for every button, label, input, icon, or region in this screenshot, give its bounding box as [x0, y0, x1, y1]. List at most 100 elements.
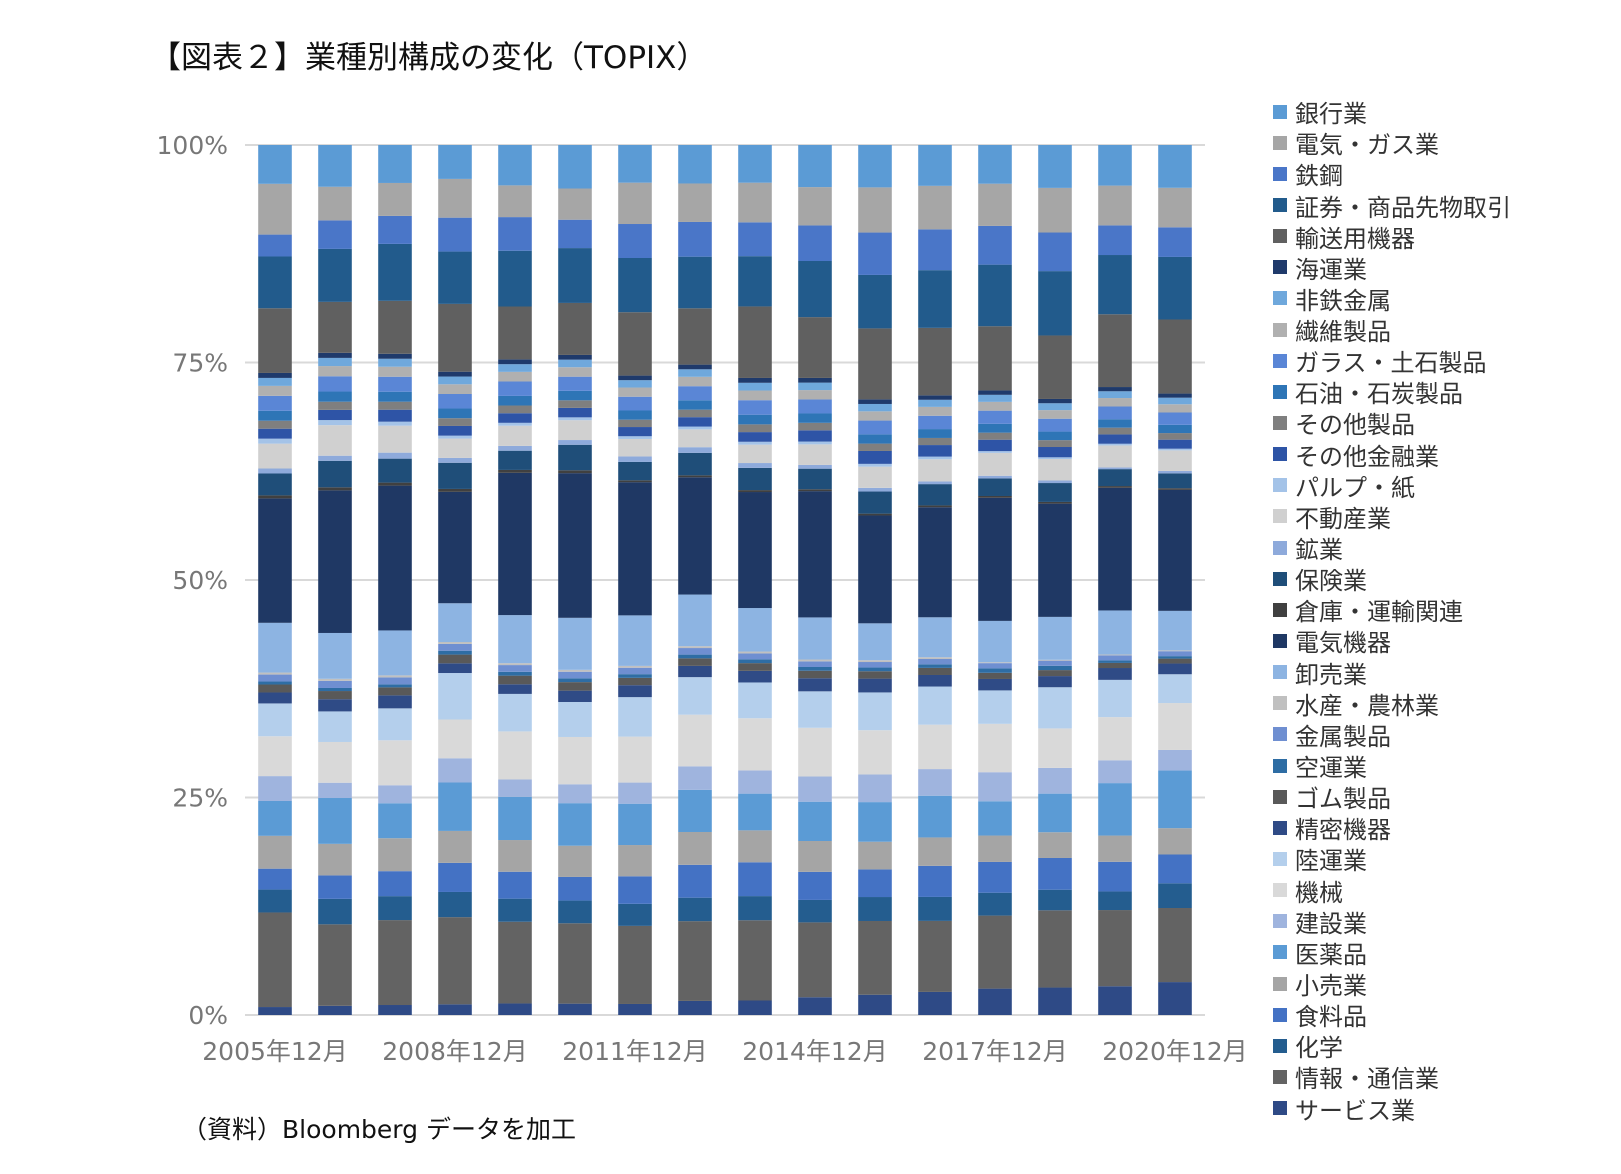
bar-segment	[978, 620, 1012, 663]
bar-segment	[258, 468, 292, 474]
bar-segment	[798, 464, 832, 469]
legend-label: 卸売業	[1295, 660, 1367, 689]
bar-segment	[1098, 469, 1132, 487]
bar-segment	[438, 654, 472, 664]
bar-segment	[1098, 783, 1132, 836]
bar-segment	[918, 724, 952, 770]
legend-item: その他製品	[1273, 407, 1613, 439]
legend-item: ガラス・土石製品	[1273, 345, 1613, 377]
bar-segment	[618, 782, 652, 804]
bar-segment	[978, 915, 1012, 989]
bar-segment	[738, 920, 772, 1001]
bar-segment	[678, 183, 712, 222]
bar-segment	[738, 441, 772, 445]
bar-segment	[258, 385, 292, 396]
bar-segment	[1158, 319, 1192, 394]
bar-segment	[1158, 770, 1192, 829]
bar-segment	[978, 410, 1012, 424]
bar-segment	[918, 617, 952, 658]
bar-segment	[618, 375, 652, 381]
legend-label: 医薬品	[1295, 940, 1367, 969]
bar-segment	[318, 843, 352, 876]
bar-segment	[258, 674, 292, 682]
legend-item: 不動産業	[1273, 501, 1613, 533]
bar-segment	[318, 220, 352, 249]
bar-segment	[258, 912, 292, 1008]
bar-segment	[1098, 610, 1132, 655]
bar-segment	[378, 482, 412, 486]
bar-stacks	[258, 145, 1192, 1015]
legend: 銀行業 電気・ガス業 鉄鋼 証券・商品先物取引 輸送用機器 海運業 非鉄金属 繊維製品 ガラス・…	[1273, 96, 1613, 1125]
bar-segment	[558, 701, 592, 737]
bar-segment	[978, 801, 1012, 836]
legend-label: ゴム製品	[1295, 785, 1391, 814]
bar-segment	[858, 491, 892, 514]
legend-swatch	[1273, 229, 1287, 244]
bar-segment	[858, 466, 892, 488]
bar-segment	[438, 917, 472, 1005]
bar-segment	[498, 371, 532, 382]
legend-swatch	[1273, 260, 1287, 275]
bar-segment	[1038, 665, 1072, 671]
bar-segment	[978, 401, 1012, 411]
bar-segment	[738, 793, 772, 831]
legend-swatch	[1273, 540, 1287, 555]
legend-swatch	[1273, 1038, 1287, 1053]
bar-segment	[438, 384, 472, 394]
bar-segment	[318, 691, 352, 700]
bar-segment	[498, 395, 532, 406]
bar-segment	[918, 445, 952, 457]
bar-segment	[918, 896, 952, 921]
legend-swatch	[1273, 571, 1287, 586]
bar-segment	[978, 183, 1012, 226]
bar-segment	[618, 436, 652, 439]
bar-segment	[978, 475, 1012, 479]
bar-segment	[258, 498, 292, 623]
bar-segment	[378, 871, 412, 897]
bar-segment	[1038, 676, 1072, 688]
bar-segment	[438, 891, 472, 918]
bar-segment	[1038, 232, 1072, 272]
bar-segment	[498, 364, 532, 372]
legend-item: 電気機器	[1273, 625, 1613, 657]
bar-segment	[618, 674, 652, 678]
bar-segment	[978, 439, 1012, 452]
legend-swatch	[1273, 104, 1287, 119]
bar-stack	[678, 145, 712, 1015]
bar-segment	[678, 417, 712, 427]
bar-stack	[558, 145, 592, 1015]
bar-segment	[318, 680, 352, 688]
bar-segment	[558, 440, 592, 445]
bar-segment	[378, 1005, 412, 1015]
bar-segment	[858, 434, 892, 444]
bar-segment	[738, 467, 772, 491]
legend-label: 非鉄金属	[1295, 286, 1391, 315]
bar-segment	[1038, 501, 1072, 504]
bar-segment	[438, 642, 472, 644]
bar-segment	[318, 455, 352, 461]
bar-segment	[738, 424, 772, 433]
bar-segment	[1038, 832, 1072, 858]
bar-segment	[798, 468, 832, 490]
legend-swatch	[1273, 789, 1287, 804]
legend-swatch	[1273, 353, 1287, 368]
bar-segment	[1038, 398, 1072, 404]
bar-segment	[678, 477, 712, 595]
bar-stack	[438, 145, 472, 1015]
bar-segment	[798, 997, 832, 1015]
bar-segment	[258, 145, 292, 184]
bar-segment	[558, 682, 592, 691]
x-tick-label: 2017年12月	[922, 1037, 1067, 1066]
bar-segment	[1038, 431, 1072, 441]
bar-segment	[798, 661, 832, 667]
bar-segment	[618, 456, 652, 462]
bar-segment	[318, 352, 352, 358]
bar-segment	[258, 868, 292, 890]
bar-segment	[798, 145, 832, 188]
bar-segment	[438, 371, 472, 377]
bar-segment	[558, 407, 592, 418]
bar-segment	[1158, 227, 1192, 257]
bar-segment	[918, 920, 952, 992]
legend-swatch	[1273, 384, 1287, 399]
bar-segment	[678, 221, 712, 257]
